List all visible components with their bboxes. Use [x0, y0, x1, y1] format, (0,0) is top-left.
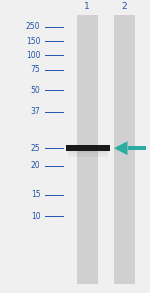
Text: 15: 15: [31, 190, 40, 199]
Bar: [128, 146, 146, 150]
Text: 1: 1: [84, 1, 90, 11]
Text: 2: 2: [122, 1, 127, 11]
Polygon shape: [114, 141, 128, 155]
Bar: [68, 156, 108, 157]
Text: 250: 250: [26, 22, 40, 31]
Bar: [68, 153, 108, 154]
Bar: [68, 154, 108, 156]
Bar: [114, 15, 135, 284]
Bar: [66, 145, 110, 151]
Text: 150: 150: [26, 37, 40, 45]
Text: 50: 50: [31, 86, 40, 95]
Text: 25: 25: [31, 144, 40, 153]
Bar: [76, 15, 98, 284]
Text: 37: 37: [31, 108, 40, 117]
Text: 75: 75: [31, 65, 40, 74]
Text: 20: 20: [31, 161, 40, 170]
Bar: [68, 151, 108, 153]
Text: 10: 10: [31, 212, 40, 221]
Text: 100: 100: [26, 51, 40, 60]
